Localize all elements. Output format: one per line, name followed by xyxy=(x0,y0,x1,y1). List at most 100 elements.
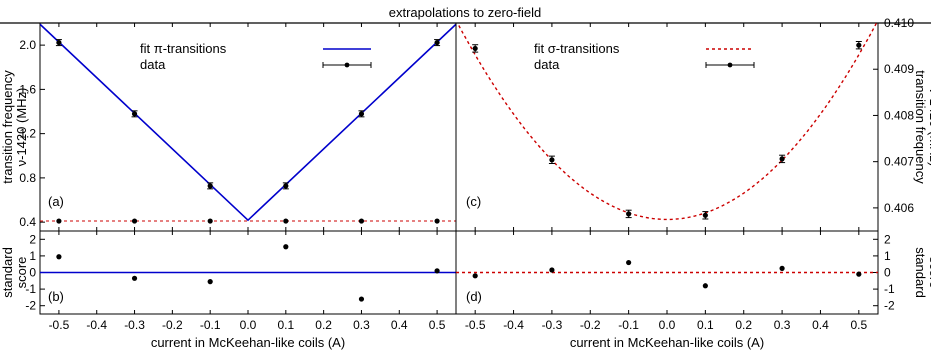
y-tick-label: 0.406 xyxy=(884,201,914,215)
y-tick-label: 1.2 xyxy=(19,127,36,141)
data-point xyxy=(779,265,785,271)
fit-line-pi xyxy=(40,23,456,222)
x-tick-label: 0.4 xyxy=(391,318,408,332)
fit-curve-sigma xyxy=(456,23,878,221)
plot-frame xyxy=(455,22,879,232)
y-tick-label: 2 xyxy=(29,232,36,246)
data-point xyxy=(434,218,440,224)
data-point xyxy=(283,244,289,250)
data-point xyxy=(434,39,440,46)
data-point xyxy=(131,111,138,117)
panel-label: (b) xyxy=(48,289,64,304)
data-point xyxy=(702,283,708,289)
data-point xyxy=(358,218,365,224)
data-point xyxy=(549,157,555,163)
y-tick-label: 1 xyxy=(884,249,891,263)
y-axis-label: score xyxy=(927,257,931,289)
y-tick-label: 0.410 xyxy=(884,16,914,30)
data-point xyxy=(207,183,213,189)
x-tick-label: -0.4 xyxy=(503,318,524,332)
figure-title: extrapolations to zero-field xyxy=(389,5,541,20)
x-tick-label: -0.2 xyxy=(162,318,183,332)
y-axis-label: ν-1420 (MHz) xyxy=(927,88,931,167)
x-tick-label: 0.5 xyxy=(429,318,446,332)
y-tick-label: 0.4 xyxy=(19,215,36,229)
data-point xyxy=(207,218,213,224)
data-point xyxy=(56,254,62,260)
x-axis-label: current in McKeehan-like coils (A) xyxy=(151,335,345,350)
x-tick-label: 0.3 xyxy=(353,318,370,332)
y-axis-label: standard xyxy=(913,247,928,298)
legend-label: fit σ-transitions xyxy=(534,41,620,56)
y-tick-label: 0.409 xyxy=(884,62,914,76)
x-tick-label: 0.2 xyxy=(315,318,332,332)
data-point xyxy=(207,279,213,285)
y-tick-label: 0.408 xyxy=(884,108,914,122)
plot-area xyxy=(456,23,878,221)
y-tick-label: 0.407 xyxy=(884,155,914,169)
x-axis-label: current in McKeehan-like coils (A) xyxy=(570,335,764,350)
data-point xyxy=(856,42,862,48)
x-tick-label: -0.5 xyxy=(465,318,486,332)
x-tick-label: -0.1 xyxy=(618,318,639,332)
x-tick-label: -0.4 xyxy=(86,318,107,332)
data-point xyxy=(626,259,632,266)
y-axis-label: score xyxy=(14,257,29,289)
x-tick-label: 0.0 xyxy=(240,318,257,332)
plot-area xyxy=(40,244,456,302)
x-tick-label: 0.2 xyxy=(735,318,752,332)
panel-b: -2 -1 0 1 2 -0.5 -0.4 -0.3 -0.2 -0.1 0.0 0.1 0.2 0.3 0… xyxy=(0,230,457,350)
legend-label: data xyxy=(140,57,166,72)
panel-label: (a) xyxy=(48,194,64,209)
y-axis-label: standard xyxy=(0,247,15,298)
panel-a: 0.4 0.8 1.2 1.6 2.0 transition frequency ν-142… xyxy=(0,22,457,232)
plot-frame xyxy=(39,22,457,232)
data-point xyxy=(779,156,785,162)
legend-sample-point xyxy=(344,62,350,68)
data-point xyxy=(472,45,478,52)
data-point xyxy=(283,218,289,224)
y-tick-label: 0.8 xyxy=(19,171,36,185)
y-tick-label: 0 xyxy=(29,266,36,280)
y-axis-label: transition frequency xyxy=(0,70,15,184)
data-point xyxy=(56,218,62,224)
legend-sample-point xyxy=(727,62,733,68)
x-tick-label: 0.0 xyxy=(659,318,676,332)
data-point xyxy=(358,296,365,302)
x-tick-label: -0.1 xyxy=(200,318,221,332)
data-point xyxy=(702,212,708,218)
y-tick-label: 1 xyxy=(29,249,36,263)
legend-label: data xyxy=(534,57,560,72)
x-tick-label: 0.3 xyxy=(774,318,791,332)
panel-label: (d) xyxy=(466,289,482,304)
y-tick-label: -2 xyxy=(25,299,36,313)
data-point xyxy=(434,268,440,274)
y-axis-label: ν-1420 (MHz) xyxy=(14,88,29,167)
data-point xyxy=(358,111,365,117)
x-tick-label: -0.5 xyxy=(49,318,70,332)
y-tick-label: -1 xyxy=(25,282,36,296)
plot-area xyxy=(456,259,878,289)
y-tick-label: 1.6 xyxy=(19,82,36,96)
x-tick-label: 0.5 xyxy=(850,318,867,332)
plot-area xyxy=(40,23,456,224)
data-point xyxy=(131,218,138,224)
x-tick-label: 0.1 xyxy=(697,318,714,332)
y-tick-label: 0 xyxy=(884,266,891,280)
x-tick-label: -0.2 xyxy=(580,318,601,332)
data-point xyxy=(283,183,289,189)
data-point xyxy=(131,275,138,281)
panel-c: 0.406 0.407 0.408 0.409 0.410 transition freq… xyxy=(455,16,931,232)
panel-d: -2 -1 0 1 2 -0.5 -0.4 -0.3 -0.2 -0.1 0.0 0.1 0.2 0.3 0… xyxy=(455,230,931,350)
data-point xyxy=(56,39,62,46)
y-axis-label: transition frequency xyxy=(913,70,928,184)
y-tick-label: -1 xyxy=(884,282,895,296)
data-point xyxy=(856,271,862,277)
x-tick-label: -0.3 xyxy=(124,318,145,332)
y-tick-label: -2 xyxy=(884,299,895,313)
x-tick-label: 0.1 xyxy=(277,318,294,332)
panel-label: (c) xyxy=(466,194,481,209)
data-point xyxy=(626,211,632,217)
